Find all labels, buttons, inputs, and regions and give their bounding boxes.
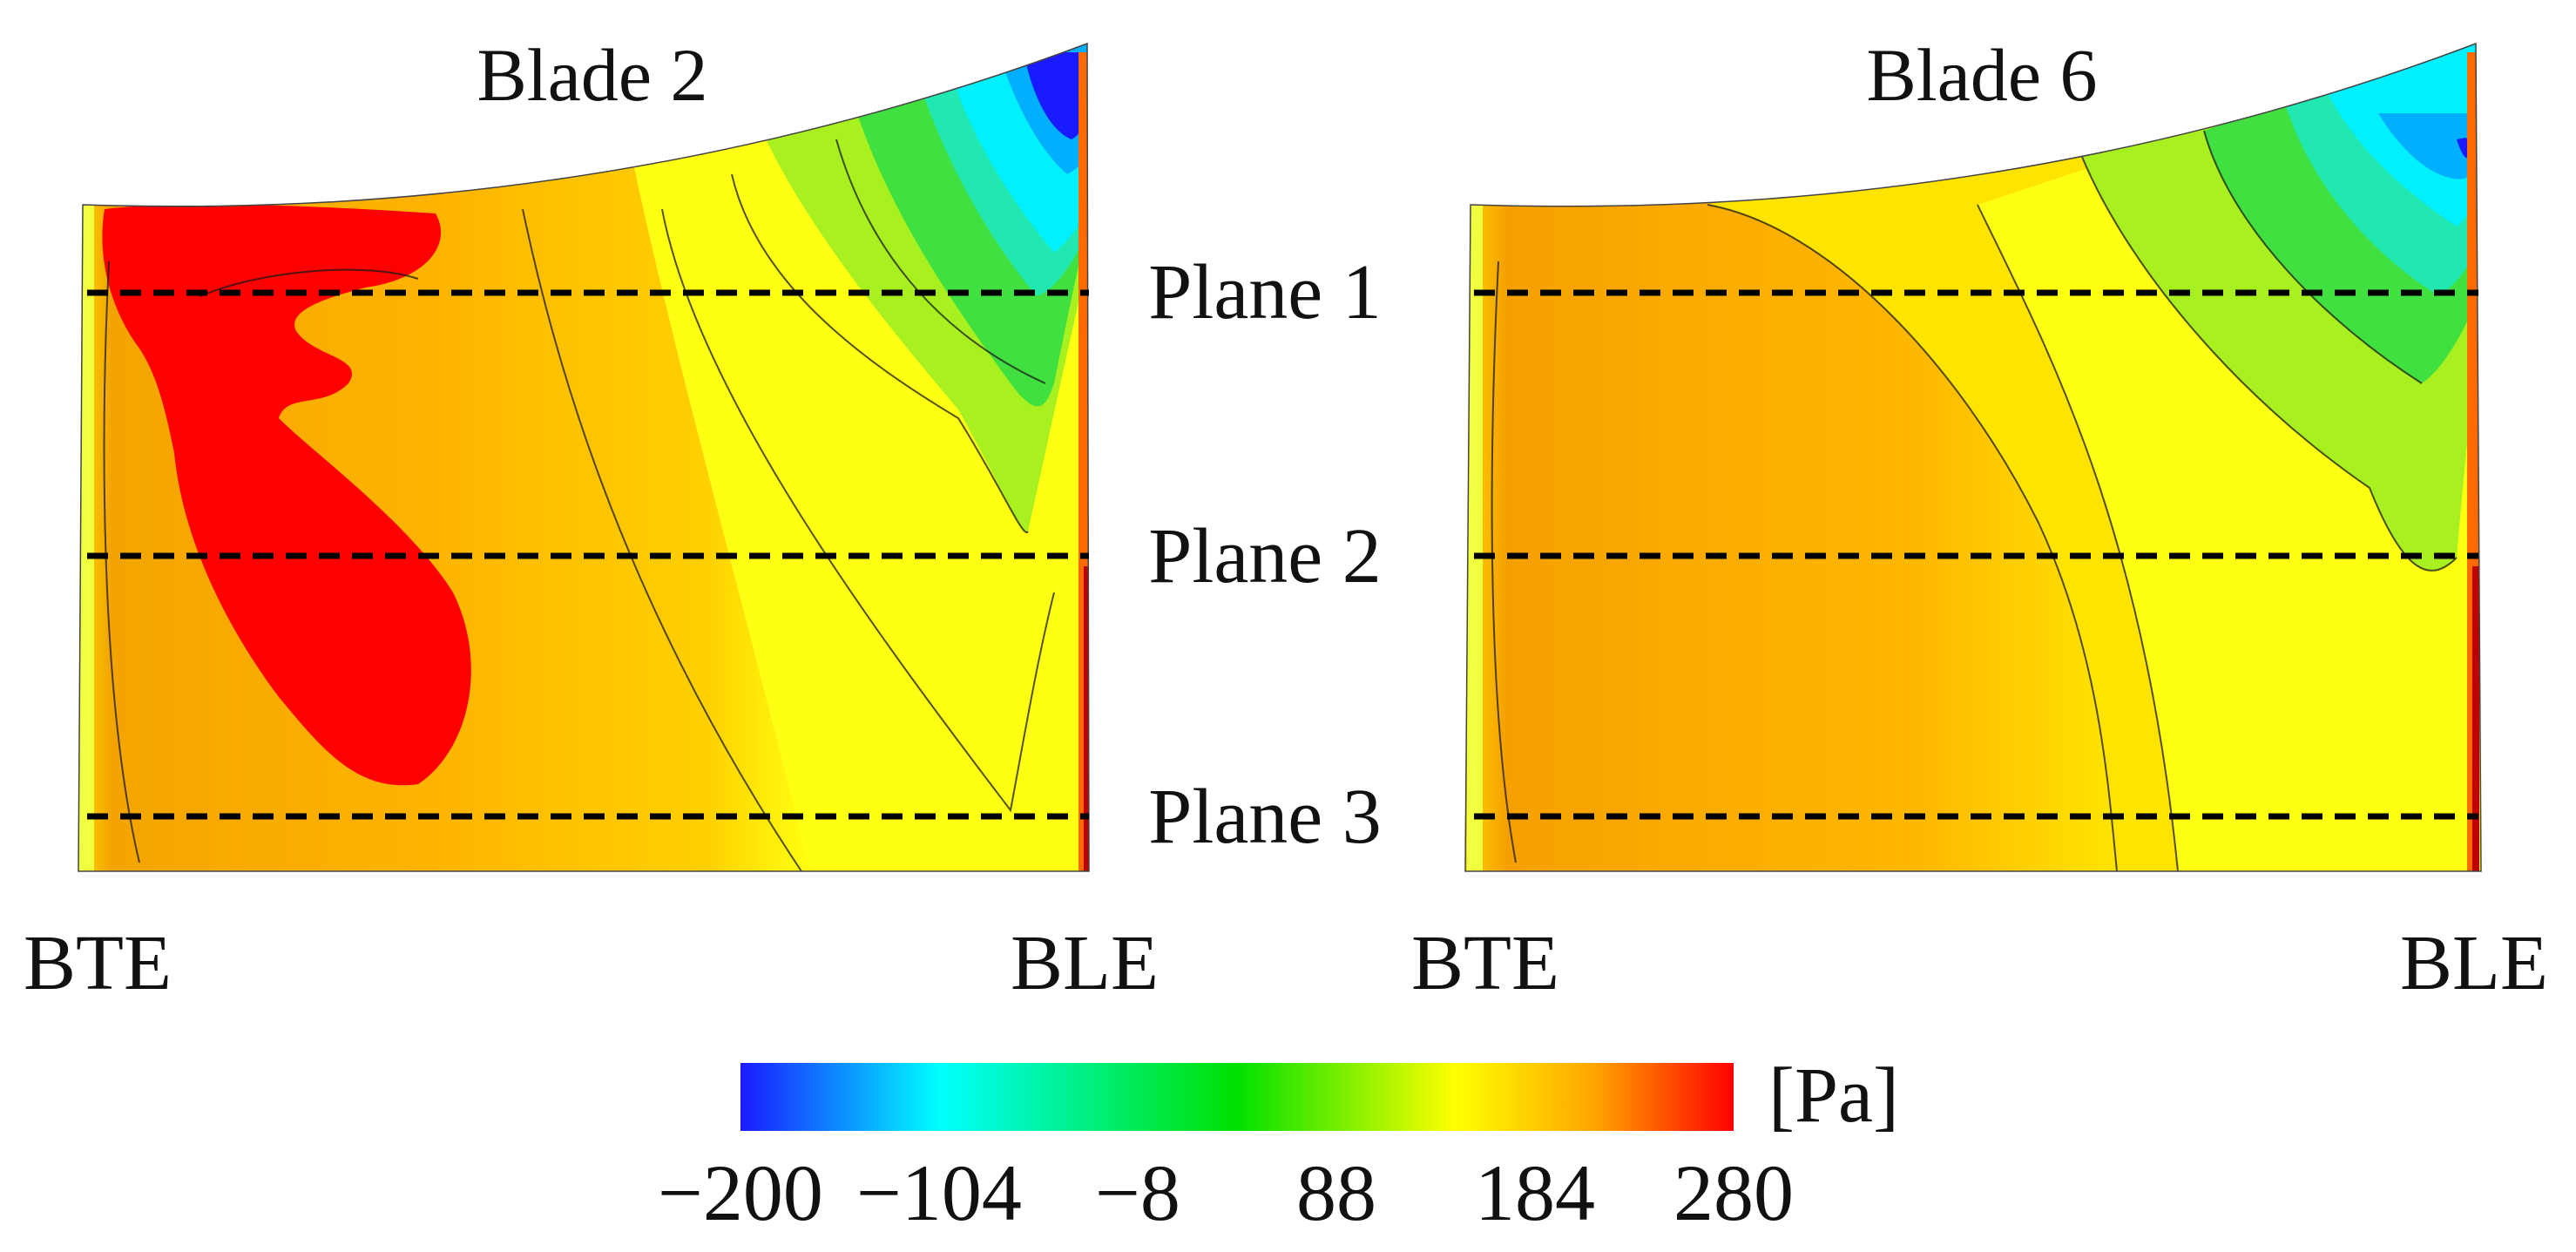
blade-2-blue-zone [1024, 52, 1089, 139]
blade-6-title: Blade 6 [1866, 33, 2097, 117]
plane-2-label: Plane 2 [1148, 513, 1381, 599]
colorbar-tick-label: −8 [1095, 1148, 1180, 1237]
blade-6-contour-line [1491, 261, 1517, 863]
colorbar-tick-label: −104 [856, 1148, 1022, 1237]
plane-lines [87, 289, 2478, 820]
blade-6-contour-line [2203, 130, 2423, 384]
blade-2-red-zone [102, 204, 471, 786]
colorbar: [Pa] −200 −104 −8 88 184 280 [658, 1052, 1899, 1237]
blade-2-outline [78, 42, 1090, 872]
blade-2-contour [78, 42, 1090, 872]
colorbar-tick-label: 280 [1673, 1148, 1794, 1237]
blade-2-contour-line [731, 173, 1029, 534]
colorbar-tick-label: 184 [1475, 1148, 1595, 1237]
blade-6-le-dark-strip [2472, 566, 2479, 871]
colorbar-tick-label: 88 [1296, 1148, 1376, 1237]
blade-6-contour [1464, 42, 2482, 872]
blade-2-title: Blade 2 [477, 33, 707, 117]
blade-6-bte-label: BTE [1411, 920, 1559, 1006]
plane-1-label: Plane 1 [1148, 249, 1381, 335]
blade-6-contour-line [1707, 204, 2118, 871]
blade-2-ble-label: BLE [1011, 920, 1159, 1006]
blade-2-contour-line [522, 208, 802, 871]
blade-2-contour-line [103, 261, 140, 863]
blade-2-contour-line [661, 208, 1055, 813]
colorbar-unit: [Pa] [1768, 1052, 1899, 1139]
blade-6-contour-line [1977, 204, 2179, 871]
blade-6-ble-label: BLE [2400, 920, 2548, 1006]
blade-2-le-dark-strip [1084, 566, 1089, 871]
blade-6-te-strip [1467, 205, 1483, 871]
plane-3-label: Plane 3 [1148, 774, 1381, 860]
blade-2-contour-line [199, 268, 419, 297]
colorbar-gradient [740, 1063, 1734, 1131]
blade-2-bte-label: BTE [24, 920, 172, 1006]
blade-6-contour-line [2081, 156, 2458, 572]
colorbar-tick-labels: −200 −104 −8 88 184 280 [658, 1148, 1794, 1237]
colorbar-tick-label: −200 [658, 1148, 823, 1237]
blade-6-outline [1464, 42, 2482, 872]
blade-6-lightblue-zone [2378, 113, 2481, 179]
